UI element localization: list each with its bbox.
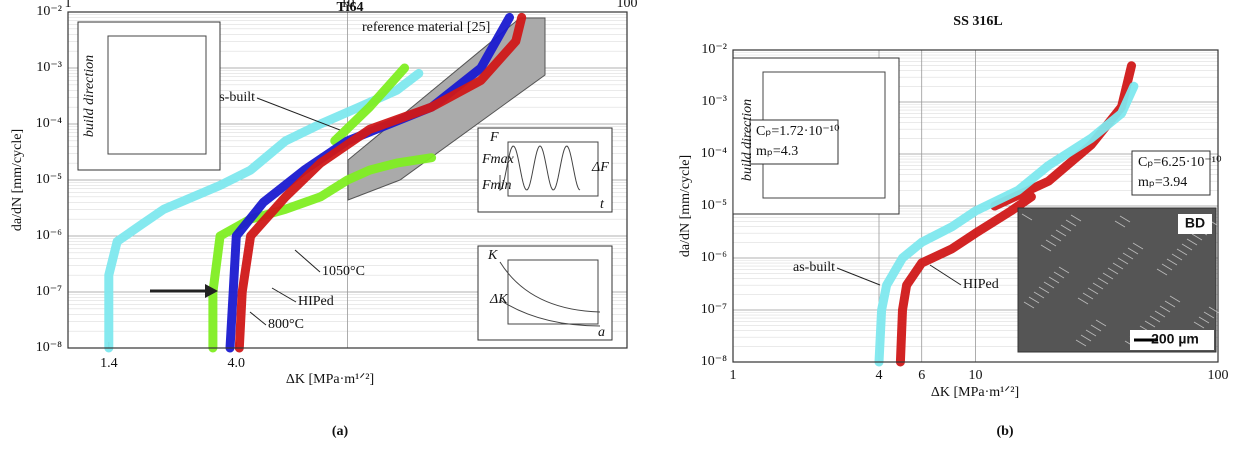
inset-label: F (489, 130, 499, 145)
inset-label: K (487, 248, 498, 263)
x-tick-label: 4 (875, 368, 882, 383)
y-axis-label: da/dN [mm/cycle] (10, 129, 25, 231)
series-label: 1050°C (322, 264, 365, 279)
x-tick-label: 100 (1208, 368, 1229, 383)
inset-label: build direction (740, 99, 755, 181)
y-tick-label: 10⁻⁶ (36, 228, 62, 243)
annotation: mₚ=3.94 (1138, 175, 1187, 190)
y-tick-label: 10⁻⁴ (701, 146, 727, 161)
y-tick-label: 10⁻⁷ (701, 302, 727, 317)
x-tick-label: 10 (969, 368, 983, 383)
x-tick-label: 1 (65, 0, 72, 11)
y-axis-label: da/dN [mm/cycle] (678, 155, 693, 257)
y-tick-label: 10⁻³ (36, 60, 62, 75)
x-tick-label: 1.4 (100, 356, 118, 371)
chart-title: SS 316L (953, 14, 1002, 29)
x-tick-label: 6 (918, 368, 925, 383)
inset-label: a (598, 325, 605, 340)
panel-label: (a) (332, 424, 349, 439)
y-tick-label: 10⁻² (701, 42, 727, 57)
x-axis-label: ΔK [MPa·m¹ᐟ²] (286, 372, 374, 387)
series-label: HIPed (298, 294, 334, 309)
y-tick-label: 10⁻⁸ (701, 354, 727, 369)
x-axis-label: ΔK [MPa·m¹ᐟ²] (931, 385, 1019, 400)
inset-label: ΔF (591, 160, 609, 175)
panel-label: (b) (996, 424, 1013, 439)
y-tick-label: 10⁻⁴ (36, 116, 62, 131)
y-tick-label: 10⁻⁵ (701, 198, 727, 213)
y-tick-label: 10⁻⁶ (701, 250, 727, 265)
annotation: mₚ=4.3 (756, 144, 798, 159)
series-label: HIPed (963, 277, 999, 292)
y-tick-label: 10⁻³ (701, 94, 727, 109)
series-label: 800°C (268, 317, 304, 332)
inset-label: build direction (82, 55, 97, 137)
y-tick-label: 10⁻⁵ (36, 172, 62, 187)
y-tick-label: 10⁻⁸ (36, 340, 62, 355)
x-tick-label: 1 (730, 368, 737, 383)
annotation: reference material [25] (362, 20, 490, 35)
annotation: BD (1185, 215, 1205, 231)
inset-label: Fmin (481, 178, 512, 193)
annotation: 200 µm (1151, 331, 1199, 347)
x-tick-label: 100 (617, 0, 638, 11)
inset-label: ΔK (489, 292, 508, 307)
y-tick-label: 10⁻² (36, 4, 62, 19)
annotation: Cₚ=1.72·10⁻¹⁰ (756, 124, 840, 139)
inset (78, 22, 220, 170)
chart-title: Ti64 (337, 0, 364, 15)
x-tick-label: 4.0 (228, 356, 246, 371)
y-tick-label: 10⁻⁷ (36, 284, 62, 299)
series-label: as-built (793, 260, 835, 275)
inset-label: Fmax (481, 152, 515, 167)
figure: 10⁻⁸10⁻⁷10⁻⁶10⁻⁵10⁻⁴10⁻³10⁻²1101001.44.0… (0, 0, 1239, 452)
annotation: Cₚ=6.25·10⁻¹⁰ (1138, 155, 1222, 170)
